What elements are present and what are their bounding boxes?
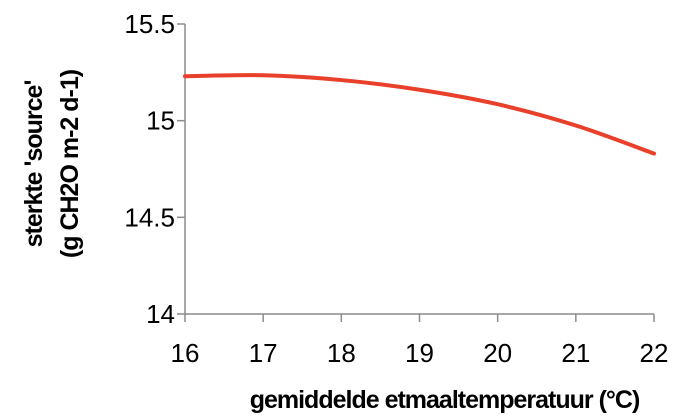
series-line bbox=[183, 73, 656, 156]
axes bbox=[177, 23, 655, 322]
y-tick-label: 15 bbox=[146, 106, 175, 136]
y-tick-label: 15.5 bbox=[124, 9, 175, 39]
y-tick-label: 14.5 bbox=[124, 202, 175, 232]
x-tick-label: 17 bbox=[249, 338, 278, 368]
x-tick-label: 21 bbox=[561, 338, 590, 368]
x-tick-label: 19 bbox=[405, 338, 434, 368]
y-axis-title-line2: (g CH2O m-2 d-1) bbox=[56, 69, 84, 258]
x-tick-label: 22 bbox=[640, 338, 669, 368]
x-tick-label: 20 bbox=[483, 338, 512, 368]
x-tick-label: 16 bbox=[171, 338, 200, 368]
series-layer bbox=[183, 73, 656, 156]
x-tick-label: 18 bbox=[327, 338, 356, 368]
y-tick-label: 14 bbox=[146, 299, 175, 329]
x-axis-title: gemiddelde etmaaltemperatuur (°C) bbox=[250, 386, 640, 414]
tick-labels: 14 14.5 15 15.5 16 17 18 19 20 21 22 bbox=[124, 9, 668, 368]
y-axis-title-line1: sterkte 'source' bbox=[20, 81, 48, 248]
y-axis-title: sterkte 'source' (g CH2O m-2 d-1) bbox=[20, 69, 84, 258]
